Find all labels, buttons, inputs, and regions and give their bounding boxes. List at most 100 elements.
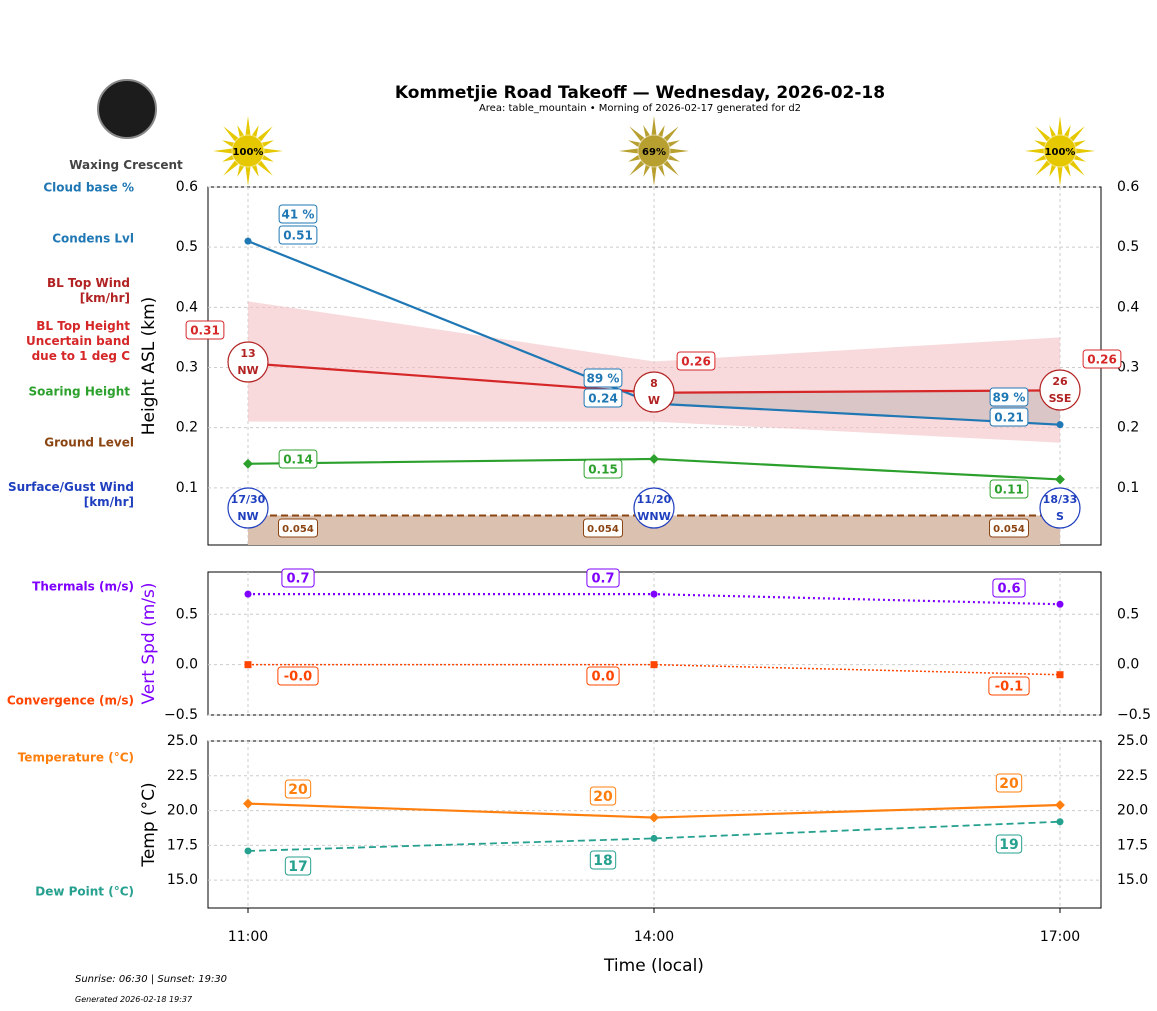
soaring-label: 0.14 bbox=[283, 453, 313, 467]
legend-soaring-height: Soaring Height bbox=[29, 385, 131, 399]
sun-ray bbox=[1073, 148, 1095, 154]
cloud-base-label: 0.24 bbox=[588, 392, 618, 406]
surface-wind-barb-circle bbox=[227, 487, 269, 529]
sun-ray bbox=[651, 164, 657, 186]
sun-ray bbox=[245, 164, 251, 186]
dew-point-line bbox=[247, 820, 1061, 852]
cloud-overlap-fill bbox=[654, 390, 1060, 425]
cloud-pct-label: 89 % bbox=[587, 372, 620, 386]
sun-ray bbox=[1057, 116, 1063, 138]
y-tick-label: 0.6 bbox=[176, 179, 198, 195]
surface-wind-barb-direction: WNW bbox=[637, 510, 670, 523]
cloud-pct-label: 41 % bbox=[282, 208, 315, 222]
sun-ray bbox=[661, 126, 679, 144]
surface-wind-barb-speed: 11/20 bbox=[637, 493, 672, 506]
soaring-label-box bbox=[278, 449, 318, 469]
bl-top-wind-barb-direction: NW bbox=[237, 364, 258, 377]
convergence-label-box bbox=[988, 676, 1030, 696]
bl-top-label-box bbox=[185, 320, 225, 340]
sun-ray bbox=[223, 126, 241, 144]
sun-ray bbox=[213, 148, 235, 154]
bl-top-label: 0.26 bbox=[681, 355, 711, 369]
thermal-label-box bbox=[992, 578, 1026, 598]
sun-ray bbox=[223, 158, 241, 176]
cloud-base-label: 0.51 bbox=[283, 229, 313, 243]
surface-wind-barb-speed: 17/30 bbox=[231, 493, 266, 506]
dew-point-label: 18 bbox=[593, 853, 612, 869]
temperature-label: 20 bbox=[288, 782, 308, 798]
bl-top-label: 0.26 bbox=[1087, 353, 1117, 367]
y-axis-label: Height ASL (km) bbox=[139, 297, 159, 436]
y-tick-label: 0.2 bbox=[176, 420, 198, 436]
sun-ray bbox=[1067, 158, 1085, 176]
soaring-label-box bbox=[583, 459, 623, 479]
y-tick-label-right: 20.0 bbox=[1117, 803, 1148, 819]
convergence-label: -0.0 bbox=[284, 670, 312, 685]
sun-ray bbox=[629, 126, 647, 144]
legend-label: Cloud base % bbox=[43, 181, 134, 195]
surface-wind-barb-circle bbox=[633, 487, 675, 529]
sun-ray bbox=[255, 126, 273, 144]
x-tick-label: 11:00 bbox=[228, 929, 268, 945]
cloud-base-label-box bbox=[278, 225, 318, 245]
cloud-base-label: 0.21 bbox=[994, 411, 1024, 425]
surface-wind-barb-direction: NW bbox=[237, 510, 258, 523]
bl-top-wind-barb-circle bbox=[1039, 369, 1081, 411]
y-tick-label: 0.3 bbox=[176, 360, 198, 376]
y-tick-label: 15.0 bbox=[167, 872, 198, 888]
sun-ray bbox=[1057, 164, 1063, 186]
y-tick-label-right: 0.4 bbox=[1117, 299, 1139, 315]
surface-wind-barb-direction: S bbox=[1056, 510, 1064, 523]
legend-bl-top-wind-line: [km/hr] bbox=[80, 291, 130, 305]
soaring-label-box bbox=[989, 479, 1029, 499]
temperature-label-box bbox=[284, 779, 312, 799]
legend-surface-wind-line: [km/hr] bbox=[84, 495, 134, 509]
sun-disc bbox=[637, 134, 671, 168]
sun-icon bbox=[1025, 116, 1095, 186]
cloud-base-point bbox=[244, 237, 252, 245]
ground-level-label: 0.054 bbox=[993, 524, 1025, 535]
sun-ray bbox=[667, 148, 689, 154]
soaring-label: 0.15 bbox=[588, 463, 618, 477]
convergence-label: 0.0 bbox=[591, 670, 614, 685]
dew-point-label-box bbox=[589, 850, 617, 870]
dew-point-label-box bbox=[284, 856, 312, 876]
convergence-label: -0.1 bbox=[995, 680, 1023, 695]
legend-temperature: Temperature (°C) bbox=[18, 751, 134, 765]
legend-dew-point: Dew Point (°C) bbox=[35, 885, 134, 899]
ground-level-label-box bbox=[583, 518, 623, 538]
bl-top-wind-barb-speed: 13 bbox=[240, 347, 255, 360]
sun-percent: 100% bbox=[233, 147, 264, 158]
bl-top-wind-barb-direction: W bbox=[648, 394, 660, 407]
legend-bl-top-height-line: BL Top Height bbox=[36, 319, 130, 333]
thermal-point bbox=[650, 590, 658, 598]
page-subtitle: Area: table_mountain • Morning of 2026-0… bbox=[478, 103, 802, 114]
thermal-point bbox=[1056, 600, 1064, 608]
y-tick-label-right: 22.5 bbox=[1117, 768, 1148, 784]
thermal-label: 0.7 bbox=[591, 572, 614, 587]
y-tick-label: 25.0 bbox=[167, 733, 198, 749]
sun-percent: 69% bbox=[642, 147, 666, 158]
generated-timestamp: Generated 2026-02-18 19:37 bbox=[75, 995, 193, 1004]
soaring-point bbox=[649, 454, 659, 464]
temperature-label: 20 bbox=[999, 776, 1019, 792]
sun-icon bbox=[213, 116, 283, 186]
y-tick-label: 17.5 bbox=[167, 837, 198, 853]
cloud-pct-label: 89 % bbox=[993, 391, 1026, 405]
soaring-label: 0.11 bbox=[994, 483, 1024, 497]
sun-ray bbox=[1035, 126, 1053, 144]
legend-label: Condens Lvl bbox=[52, 232, 134, 246]
dew-point-label: 19 bbox=[999, 837, 1018, 853]
moon-phase-label: Waxing Crescent bbox=[69, 158, 183, 172]
legend-surface-wind: Surface/Gust Wind [km/hr] bbox=[8, 480, 134, 509]
cloud-base-point bbox=[1056, 421, 1064, 429]
surface-wind-barb-circle bbox=[1039, 487, 1081, 529]
sun-ray bbox=[651, 116, 657, 138]
y-tick-label-right: 0.0 bbox=[1117, 657, 1139, 673]
dew-point-point bbox=[1056, 818, 1064, 826]
y-tick-label: 0.5 bbox=[176, 606, 198, 622]
y-tick-label: 0.0 bbox=[176, 657, 198, 673]
temperature-point bbox=[649, 812, 659, 823]
y-tick-label-right: 17.5 bbox=[1117, 837, 1148, 853]
